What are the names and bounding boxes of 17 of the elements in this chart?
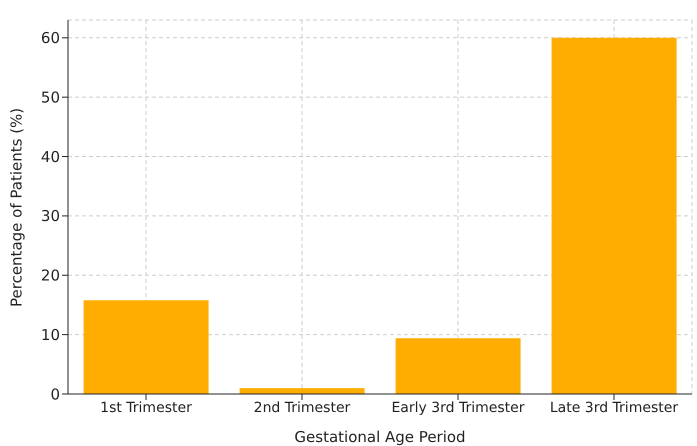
y-axis-title: Percentage of Patients (%) — [7, 108, 26, 307]
y-tick-label: 10 — [40, 326, 60, 344]
x-tick-label: Early 3rd Trimester — [391, 400, 525, 416]
x-tick-label: 1st Trimester — [100, 400, 192, 416]
x-tick-label: Late 3rd Trimester — [550, 400, 678, 416]
bar — [552, 38, 677, 394]
y-tick-label: 50 — [40, 88, 60, 106]
y-tick-label: 20 — [40, 266, 60, 285]
y-tick-label: 0 — [50, 385, 60, 404]
y-tick-label: 60 — [40, 29, 60, 48]
bar — [396, 338, 521, 394]
bar — [84, 300, 209, 394]
y-tick-label: 30 — [40, 207, 60, 226]
x-tick-label: 2nd Trimester — [254, 400, 351, 416]
x-axis-title: Gestational Age Period — [294, 428, 466, 446]
y-tick-label: 40 — [40, 148, 60, 166]
bar — [240, 388, 365, 394]
